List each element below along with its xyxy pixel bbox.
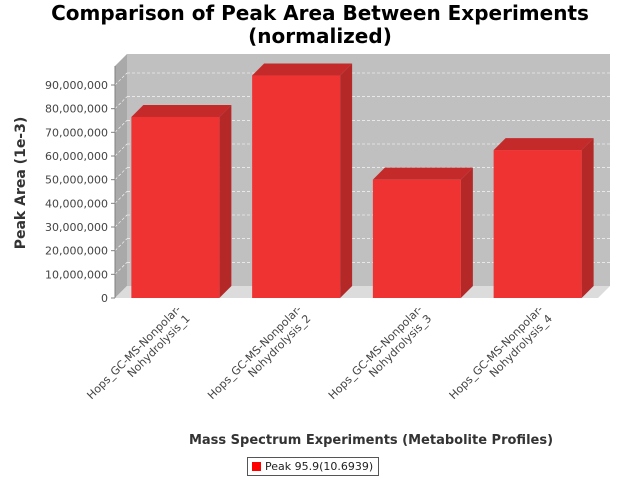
grid-line-diag xyxy=(114,191,128,204)
bars xyxy=(131,63,594,299)
bar-top xyxy=(252,63,353,76)
category-label-line: Hops_GC-MS-Nonpolar- xyxy=(447,303,546,402)
chart-title-line2: (normalized) xyxy=(248,24,392,48)
grid-line-diag xyxy=(114,143,128,157)
category-label: Hops_GC-MS-Nonpolar-Nohydrolysis_4 xyxy=(447,303,555,411)
y-tick-label: 10,000,000 xyxy=(45,268,108,281)
y-tick-label: 0 xyxy=(101,292,108,305)
plot-back-wall xyxy=(127,54,610,286)
grid-line-diag xyxy=(114,120,128,133)
y-tick-label: 90,000,000 xyxy=(45,79,108,92)
chart-title: Comparison of Peak Area Between Experime… xyxy=(0,2,640,48)
category-label-line: Hops_GC-MS-Nonpolar- xyxy=(326,303,425,402)
chart-title-line1: Comparison of Peak Area Between Experime… xyxy=(51,1,589,25)
legend-label: Peak 95.9(10.6939) xyxy=(265,460,374,473)
category-label-line: Hops_GC-MS-Nonpolar- xyxy=(205,303,304,402)
y-tick-label: 40,000,000 xyxy=(45,197,108,210)
y-axis-label: Peak Area (1e-3) xyxy=(13,117,29,250)
grid-line-diag xyxy=(114,214,128,228)
y-tick-label: 80,000,000 xyxy=(45,103,108,116)
bar-front xyxy=(252,75,341,299)
grid-line-diag xyxy=(114,262,128,275)
grid-line-diag xyxy=(114,72,128,86)
category-label: Hops_GC-MS-Nonpolar-Nohydrolysis_1 xyxy=(84,303,192,411)
grid-line-diag xyxy=(114,238,128,251)
plot-floor xyxy=(115,286,610,298)
category-label: Hops_GC-MS-Nonpolar-Nohydrolysis_2 xyxy=(205,303,313,411)
bar-front xyxy=(372,179,461,298)
bar-side xyxy=(340,63,353,299)
bar-top xyxy=(372,167,473,180)
plot-left-wall xyxy=(115,54,127,298)
y-tick-label: 30,000,000 xyxy=(45,221,108,234)
y-axis: 0 10,000,000 20,000,000 30,000,000 40,000,00… xyxy=(45,66,116,305)
bar-top xyxy=(493,138,594,151)
category-label-line: Hops_GC-MS-Nonpolar- xyxy=(84,303,183,402)
legend: Peak 95.9(10.6939) xyxy=(247,457,380,476)
bar xyxy=(131,104,232,298)
y-tick-label: 50,000,000 xyxy=(45,174,108,187)
y-tick-label: 20,000,000 xyxy=(45,245,108,258)
bar-front xyxy=(493,150,582,298)
grid-line-diag xyxy=(114,96,128,109)
y-tick-label: 60,000,000 xyxy=(45,150,108,163)
grid-line-diag xyxy=(114,167,128,180)
y-tick-label: 70,000,000 xyxy=(45,126,108,139)
x-axis-label: Mass Spectrum Experiments (Metabolite Pr… xyxy=(189,433,553,448)
bar xyxy=(372,167,473,298)
bar-top xyxy=(131,104,232,117)
legend-swatch xyxy=(252,462,261,471)
bar-side xyxy=(219,104,232,298)
bar-side xyxy=(460,167,473,298)
category-labels: Hops_GC-MS-Nonpolar-Nohydrolysis_1 Hops_G… xyxy=(84,303,555,411)
bar-front xyxy=(131,116,220,298)
category-label: Hops_GC-MS-Nonpolar-Nohydrolysis_3 xyxy=(326,303,434,411)
bar-side xyxy=(581,138,594,298)
bar xyxy=(252,63,353,299)
bar xyxy=(493,138,594,298)
